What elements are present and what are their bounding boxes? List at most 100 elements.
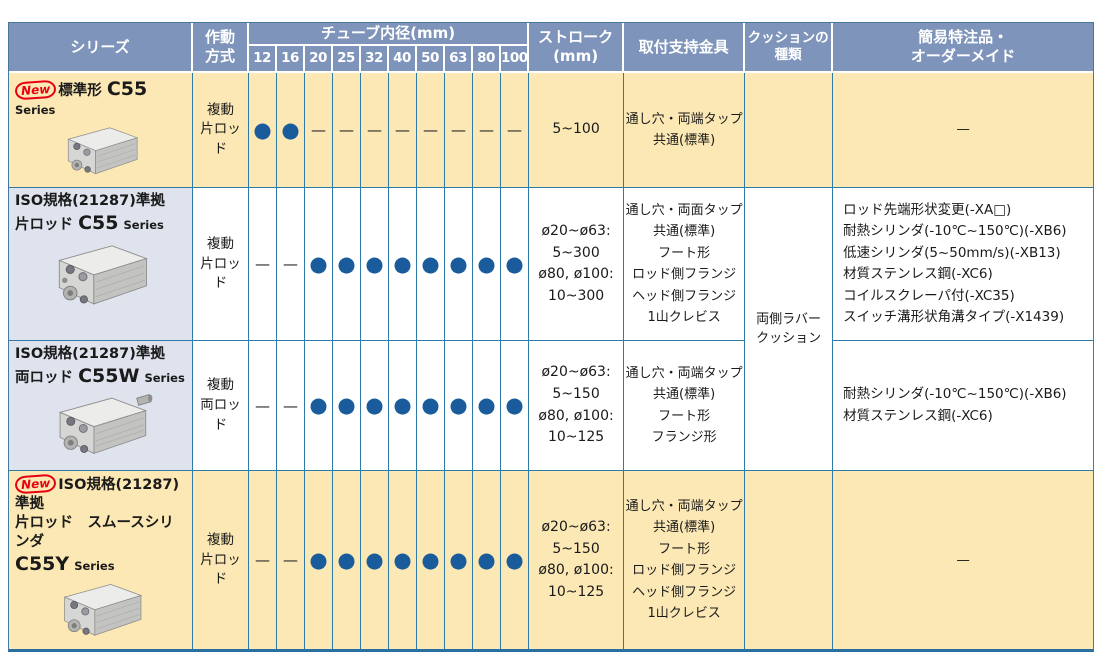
series-name: 標準形	[58, 82, 102, 99]
bore-mark-cell: —	[249, 188, 277, 342]
series-suffix: Series	[144, 371, 185, 386]
product-photo-c55w	[15, 391, 188, 464]
cushion-cell-empty	[745, 471, 834, 650]
mounting-cell: 通し穴・両面タップ 共通(標準) フート形 ロッド側フランジ ヘッド側フランジ …	[624, 188, 746, 342]
bore-size-header-63: 63	[445, 45, 473, 73]
bore-mark-cell: ●	[501, 188, 530, 342]
bore-mark-cell: ●	[361, 471, 389, 650]
bore-mark-cell: ●	[445, 341, 473, 472]
bore-mark-cell: —	[277, 471, 305, 650]
bore-size-header-50: 50	[417, 45, 445, 73]
bore-size-header-40: 40	[389, 45, 417, 73]
bore-mark-cell: ●	[249, 72, 277, 189]
bore-mark-cell: ●	[305, 341, 333, 472]
series-title: New ISO規格(21287)準拠 片ロッド スムースシリンダ C55Y Ser…	[14, 473, 188, 576]
bore-mark-cell: —	[277, 341, 305, 472]
bore-mark-cell: —	[249, 341, 277, 472]
bore-mark-cell: —	[361, 72, 389, 189]
action-cell: 複動 片ロッド	[193, 471, 249, 650]
stroke-cell: ø20~ø63: 5~150 ø80, ø100: 10~125	[529, 471, 625, 650]
series-title: ISO規格(21287)準拠 両ロッド C55W Series	[15, 345, 188, 389]
col-header-stroke: ストローク (mm)	[529, 23, 625, 73]
bore-mark-cell: —	[249, 471, 277, 650]
col-header-mounting: 取付支持金具	[624, 23, 746, 73]
series-title: New 標準形 C55 Series	[14, 77, 188, 121]
series-suffix: Series	[15, 103, 56, 118]
header-row-bore-sizes: 12 16 20 25 32 40 50 63 80 100	[9, 45, 1093, 73]
bore-mark-cell: ●	[389, 471, 417, 650]
stroke-cell: 5~100	[529, 72, 625, 189]
bore-mark-cell: ●	[389, 188, 417, 342]
table-row-c55y: New ISO規格(21287)準拠 片ロッド スムースシリンダ C55Y Ser…	[9, 471, 1094, 650]
series-cell-c55-iso: ISO規格(21287)準拠 片ロッド C55 Series	[9, 188, 193, 342]
bore-mark-cell: ●	[501, 471, 530, 650]
bore-mark-cell: ●	[417, 471, 445, 650]
series-title: ISO規格(21287)準拠 片ロッド C55 Series	[15, 192, 188, 236]
col-header-series: シリーズ	[9, 23, 193, 73]
series-cell-c55y: New ISO規格(21287)準拠 片ロッド スムースシリンダ C55Y Ser…	[9, 471, 193, 650]
bore-mark-cell: ●	[389, 341, 417, 472]
new-badge-icon: New	[14, 79, 57, 101]
stroke-cell: ø20~ø63: 5~150 ø80, ø100: 10~125	[529, 341, 625, 472]
bore-size-header-25: 25	[333, 45, 361, 73]
bore-mark-cell: —	[473, 72, 501, 189]
series-model: C55	[106, 77, 148, 100]
header-row-1: シリーズ 作動 方式 チューブ内径(mm) ストローク (mm) 取付支持金具 …	[9, 23, 1094, 73]
action-cell: 複動 片ロッド	[193, 188, 249, 342]
bore-size-header-20: 20	[305, 45, 333, 73]
col-header-bore-title: チューブ内径(mm)	[249, 23, 530, 46]
action-cell: 複動 両ロッド	[193, 341, 249, 472]
bore-mark-cell: ●	[305, 471, 333, 650]
new-badge-icon: New	[14, 473, 57, 495]
mounting-cell: 通し穴・両端タップ 共通(標準) フート形 フランジ形	[624, 341, 746, 472]
bore-mark-cell: ●	[473, 188, 501, 342]
col-header-action: 作動 方式	[193, 23, 249, 73]
bore-size-header-100: 100	[501, 45, 530, 73]
product-photo-c55-iso	[15, 238, 188, 317]
bore-size-header-16: 16	[277, 45, 305, 73]
series-name: ISO規格(21287)準拠	[15, 193, 165, 210]
special-order-cell: ロッド先端形状変更(-XA□) 耐熱シリンダ(-10℃~150℃)(-XB6) …	[833, 188, 1094, 342]
bore-mark-cell: ●	[473, 471, 501, 650]
series-model: C55Y	[15, 552, 70, 575]
bore-size-header-12: 12	[249, 45, 277, 73]
bore-mark-cell: ●	[473, 341, 501, 472]
bore-mark-cell: ●	[333, 341, 361, 472]
series-name-2: 片ロッド	[15, 217, 73, 234]
series-name-2: 両ロッド	[15, 370, 73, 387]
action-cell: 複動 片ロッド	[193, 72, 249, 189]
bore-mark-cell: —	[445, 72, 473, 189]
bore-mark-cell: ●	[333, 471, 361, 650]
special-order-cell: —	[833, 471, 1094, 650]
bore-mark-cell: ●	[501, 341, 530, 472]
special-order-cell: 耐熱シリンダ(-10℃~150℃)(-XB6) 材質ステンレス鋼(-XC6)	[833, 341, 1094, 472]
series-cell-c55w: ISO規格(21287)準拠 両ロッド C55W Series	[9, 341, 193, 472]
bore-mark-cell: ●	[333, 188, 361, 342]
bore-mark-cell: ●	[305, 188, 333, 342]
bore-size-header-80: 80	[473, 45, 501, 73]
series-suffix: Series	[123, 218, 164, 233]
special-order-cell: —	[833, 72, 1094, 189]
cushion-cell-empty	[745, 72, 834, 189]
product-spec-table: シリーズ 作動 方式 チューブ内径(mm) ストローク (mm) 取付支持金具 …	[9, 23, 1094, 650]
bore-mark-cell: ●	[417, 341, 445, 472]
bore-mark-cell: ●	[417, 188, 445, 342]
col-header-cushion: クッションの 種類	[745, 23, 834, 73]
series-name-2: 片ロッド スムースシリンダ	[15, 514, 174, 550]
bore-mark-cell: ●	[445, 188, 473, 342]
table-row-c55w: ISO規格(21287)準拠 両ロッド C55W Series	[9, 341, 1094, 472]
cushion-cell-merged: 両側ラバー クッション	[745, 188, 834, 472]
col-header-special: 簡易特注品・ オーダーメイド	[833, 23, 1094, 73]
product-photo-c55-standard	[15, 122, 188, 185]
series-cell-c55-standard: New 標準形 C55 Series	[9, 72, 193, 189]
bore-mark-cell: —	[501, 72, 530, 189]
series-model: C55	[78, 212, 119, 235]
series-model: C55W	[78, 365, 140, 388]
bore-mark-cell: —	[417, 72, 445, 189]
bore-mark-cell: —	[333, 72, 361, 189]
series-name: ISO規格(21287)準拠	[15, 346, 165, 363]
series-name: ISO規格(21287)準拠	[15, 477, 180, 513]
series-suffix: Series	[74, 558, 115, 573]
bore-mark-cell: —	[277, 188, 305, 342]
bore-mark-cell: ●	[277, 72, 305, 189]
